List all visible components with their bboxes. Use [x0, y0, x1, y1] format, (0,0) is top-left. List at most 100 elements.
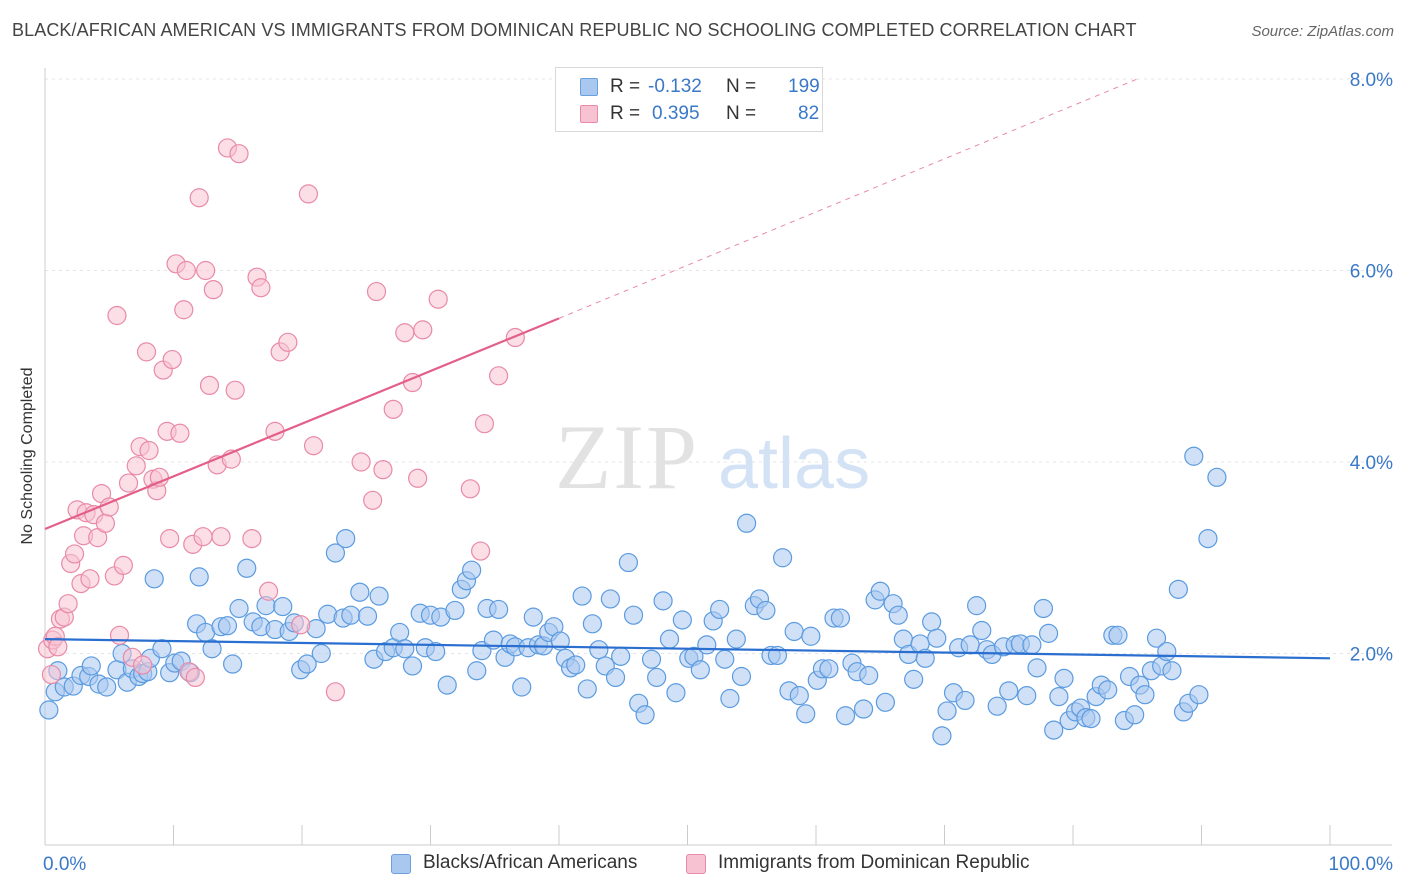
- point-dominican: [428, 289, 448, 309]
- legend-r-value: -0.132: [648, 76, 702, 97]
- point-dominican: [351, 452, 371, 472]
- point-blacks: [710, 599, 730, 620]
- point-dominican: [373, 460, 393, 480]
- point-dominican: [193, 527, 213, 547]
- point-blacks: [582, 614, 603, 634]
- point-blacks: [915, 648, 935, 668]
- point-dominican: [113, 555, 133, 576]
- point-dominican: [185, 667, 205, 688]
- point-blacks: [875, 692, 895, 712]
- stats-legend: R = -0.132 N = 199 R = 0.395 N = 82: [555, 67, 823, 132]
- point-blacks: [888, 605, 908, 625]
- x-tick-label: 0.0%: [43, 854, 86, 875]
- point-blacks: [937, 701, 957, 721]
- point-blacks: [1022, 635, 1042, 655]
- point-blacks: [311, 643, 331, 664]
- point-blacks: [390, 622, 410, 643]
- point-blacks: [1038, 623, 1059, 643]
- point-dominican: [41, 664, 62, 685]
- point-blacks: [523, 607, 543, 627]
- point-dominican: [258, 581, 279, 601]
- point-blacks: [690, 660, 710, 680]
- point-blacks: [1198, 528, 1218, 549]
- point-dominican: [118, 473, 139, 493]
- bottom-legend-label: Immigrants from Dominican Republic: [718, 852, 1030, 873]
- point-dominican: [189, 188, 209, 208]
- chart-title: BLACK/AFRICAN AMERICAN VS IMMIGRANTS FRO…: [12, 20, 1137, 40]
- y-tick-label: 8.0%: [1350, 70, 1393, 91]
- point-blacks: [572, 586, 592, 606]
- point-blacks: [955, 690, 975, 711]
- point-blacks: [641, 649, 662, 669]
- point-blacks: [395, 639, 415, 659]
- point-blacks: [1125, 705, 1145, 725]
- point-dominican: [196, 260, 216, 281]
- point-blacks: [402, 656, 423, 676]
- point-blacks: [789, 686, 809, 706]
- legend-r-label: R =: [610, 76, 641, 97]
- point-blacks: [653, 591, 673, 611]
- bottom-legend-swatch-blue: [391, 854, 411, 874]
- point-blacks: [152, 639, 172, 659]
- point-blacks: [796, 704, 816, 724]
- point-blacks: [202, 639, 222, 659]
- point-dominican: [95, 513, 115, 533]
- point-dominican: [413, 320, 433, 340]
- point-blacks: [350, 582, 370, 602]
- point-blacks: [715, 649, 735, 669]
- point-dominican: [48, 637, 68, 657]
- point-blacks: [972, 620, 992, 641]
- bottom-legend-label: Blacks/African Americans: [423, 852, 638, 873]
- legend-swatch-blue: [580, 78, 598, 96]
- point-blacks: [726, 629, 746, 649]
- point-dominican: [211, 527, 231, 547]
- source-label: Source: ZipAtlas.com: [1251, 23, 1394, 40]
- point-blacks: [904, 669, 924, 689]
- point-dominican: [176, 260, 196, 281]
- point-dominican: [489, 366, 509, 386]
- point-dominican: [471, 541, 491, 561]
- bottom-legend-swatch-pink: [686, 854, 706, 874]
- watermark-atlas: atlas: [718, 424, 870, 504]
- x-tick-label: 100.0%: [1329, 854, 1394, 875]
- point-blacks: [635, 705, 655, 725]
- legend-swatch-pink: [580, 105, 598, 123]
- point-blacks: [1207, 467, 1227, 487]
- point-blacks: [1054, 668, 1074, 688]
- legend-n-value: 199: [788, 76, 820, 97]
- point-blacks: [784, 621, 804, 642]
- point-dominican: [460, 479, 480, 499]
- point-blacks: [1146, 628, 1167, 648]
- point-blacks: [336, 528, 356, 549]
- point-blacks: [611, 646, 631, 666]
- point-blacks: [999, 681, 1019, 701]
- point-dominican: [278, 332, 298, 352]
- point-dominican: [242, 528, 262, 549]
- point-dominican: [133, 655, 153, 675]
- point-blacks: [859, 665, 879, 686]
- point-blacks: [618, 552, 638, 573]
- point-blacks: [426, 641, 446, 662]
- point-blacks: [1027, 658, 1047, 678]
- watermark-zip: ZIP: [555, 406, 699, 508]
- axes: [44, 68, 1392, 846]
- point-dominican: [383, 399, 403, 419]
- point-dominican: [199, 375, 220, 395]
- series-dominican-points: [37, 138, 525, 702]
- legend-r-label: R =: [610, 103, 641, 124]
- y-axis-label: No Schooling Completed: [19, 367, 36, 545]
- point-blacks: [237, 558, 257, 578]
- point-blacks: [1135, 685, 1155, 705]
- point-dominican: [291, 615, 311, 635]
- point-blacks: [600, 589, 621, 609]
- point-blacks: [1189, 685, 1209, 705]
- point-blacks: [550, 631, 570, 651]
- point-blacks: [720, 688, 740, 709]
- point-dominican: [58, 594, 78, 614]
- point-blacks: [273, 596, 293, 617]
- y-tick-label: 6.0%: [1350, 262, 1393, 283]
- point-blacks: [772, 548, 793, 568]
- point-blacks: [927, 628, 947, 648]
- point-blacks: [325, 543, 346, 563]
- point-blacks: [297, 654, 317, 674]
